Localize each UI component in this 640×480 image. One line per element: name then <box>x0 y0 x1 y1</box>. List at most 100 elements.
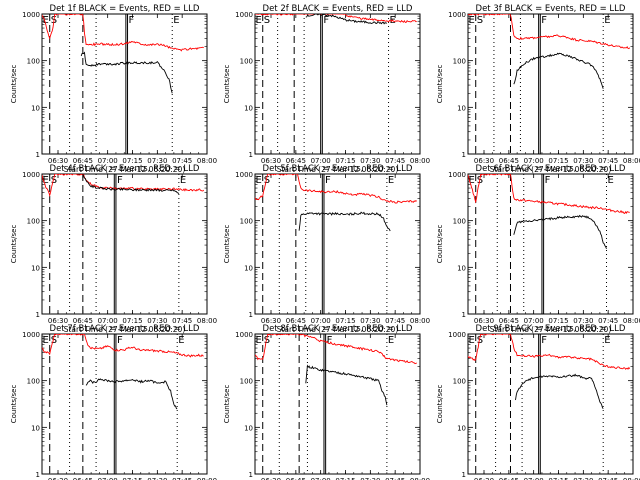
panel-title: Det 8f BLACK = Events, RED = LLD <box>263 324 413 334</box>
x-tick-label: 08:00 <box>623 477 640 480</box>
y-tick-label: 100 <box>27 58 40 66</box>
marker-label: F <box>129 15 135 26</box>
x-tick-label: 06:30 <box>48 157 68 165</box>
x-tick-label: 07:00 <box>524 317 544 325</box>
x-tick-label: 06:45 <box>499 477 519 480</box>
marker-label: E <box>255 175 261 186</box>
marker-label: F <box>327 335 333 346</box>
y-tick-label: 100 <box>240 218 253 226</box>
marker-label: F <box>117 335 123 346</box>
y-tick-label: 100 <box>240 58 253 66</box>
marker-label: S <box>51 175 57 186</box>
x-axis-label: Start Time (27-Mar-12 06:20:20) <box>64 325 186 334</box>
y-tick-label: 10 <box>244 264 253 272</box>
detector-panel-5: Det 5f BLACK = Events, RED = LLD 06:30 06:… <box>223 164 430 334</box>
x-tick-label: 07:00 <box>311 157 331 165</box>
y-axis-label: Counts/sec <box>223 225 231 264</box>
y-tick-label: 1 <box>249 471 253 479</box>
y-tick-label: 10 <box>457 264 466 272</box>
marker-label: E <box>178 335 184 346</box>
x-tick-label: 07:30 <box>147 477 167 480</box>
plot-frame <box>41 173 208 315</box>
x-tick-label: 07:15 <box>122 157 142 165</box>
x-tick-label: 08:00 <box>410 317 430 325</box>
x-tick-label: 07:15 <box>335 477 355 480</box>
x-tick-label: 07:30 <box>360 157 380 165</box>
x-tick-label: 06:30 <box>474 477 494 480</box>
detector-panel-4: Det 4f BLACK = Events, RED = LLD 06:30 06:… <box>10 164 217 334</box>
x-tick-label: 06:30 <box>261 477 281 480</box>
y-tick-label: 100 <box>27 378 40 386</box>
lld-series-line <box>42 14 204 52</box>
marker-label: E <box>468 15 474 26</box>
marker-label: F <box>117 175 123 186</box>
x-tick-label: 07:45 <box>172 317 192 325</box>
x-tick-label: 06:45 <box>286 477 306 480</box>
marker-label: S <box>477 15 483 26</box>
x-tick-label: 06:45 <box>73 477 93 480</box>
x-tick-label: 06:45 <box>286 317 306 325</box>
lld-series-line <box>42 334 204 358</box>
plot-frame <box>467 333 634 475</box>
panel-title: Det 2f BLACK = Events, RED = LLD <box>263 4 413 14</box>
y-axis-label: Counts/sec <box>436 225 444 264</box>
detector-panel-1: Det 1f BLACK = Events, RED = LLD 06:30 06:… <box>10 4 217 174</box>
marker-label: S <box>264 15 270 26</box>
x-tick-label: 07:45 <box>598 477 618 480</box>
y-tick-label: 1 <box>249 151 253 159</box>
y-axis-label: Counts/sec <box>436 65 444 104</box>
y-tick-label: 100 <box>453 378 466 386</box>
plot-frame <box>254 13 421 155</box>
marker-label: F <box>545 175 551 186</box>
y-axis-label: Counts/sec <box>223 65 231 104</box>
plot-frame <box>467 173 634 315</box>
y-tick-label: 10 <box>31 104 40 112</box>
y-tick-label: 1000 <box>235 11 253 19</box>
events-series-line <box>82 174 180 194</box>
y-axis-label: Counts/sec <box>10 385 18 424</box>
x-tick-label: 08:00 <box>197 157 217 165</box>
y-tick-label: 1000 <box>235 331 253 339</box>
x-tick-label: 06:45 <box>499 317 519 325</box>
marker-label: F <box>541 335 547 346</box>
plot-frame <box>41 13 208 155</box>
y-axis-label: Counts/sec <box>10 65 18 104</box>
x-tick-label: 07:00 <box>98 317 118 325</box>
x-tick-label: 07:00 <box>311 477 331 480</box>
x-tick-label: 06:30 <box>474 157 494 165</box>
marker-label: F <box>541 15 547 26</box>
panel-title: Det 1f BLACK = Events, RED = LLD <box>50 4 200 14</box>
y-tick-label: 100 <box>453 218 466 226</box>
marker-label: E <box>42 15 48 26</box>
x-tick-label: 08:00 <box>623 317 640 325</box>
marker-label: E <box>255 335 261 346</box>
marker-label: E <box>388 335 394 346</box>
y-tick-label: 1 <box>462 151 466 159</box>
x-tick-label: 07:45 <box>172 477 192 480</box>
y-axis-label: Counts/sec <box>436 385 444 424</box>
marker-label: E <box>468 335 474 346</box>
x-axis-label: Start Time (27-Mar-12 06:20:20) <box>277 325 399 334</box>
x-tick-label: 07:45 <box>385 157 405 165</box>
x-tick-label: 06:30 <box>261 157 281 165</box>
x-tick-label: 07:30 <box>360 477 380 480</box>
marker-label: E <box>468 175 474 186</box>
events-series-line <box>513 52 604 89</box>
x-tick-label: 07:45 <box>385 317 405 325</box>
panel-title: Det 3f BLACK = Events, RED = LLD <box>476 4 626 14</box>
marker-label: S <box>264 335 270 346</box>
marker-label: E <box>42 335 48 346</box>
y-tick-label: 1 <box>36 151 40 159</box>
x-tick-label: 06:30 <box>48 477 68 480</box>
y-tick-label: 1000 <box>448 171 466 179</box>
y-tick-label: 1000 <box>235 171 253 179</box>
x-tick-label: 06:30 <box>474 317 494 325</box>
detector-panel-6: Det 6f BLACK = Events, RED = LLD 06:30 06:… <box>436 164 640 334</box>
x-tick-label: 08:00 <box>197 477 217 480</box>
y-tick-label: 1 <box>462 311 466 319</box>
y-tick-label: 10 <box>457 424 466 432</box>
y-tick-label: 10 <box>244 104 253 112</box>
marker-label: S <box>51 335 57 346</box>
marker-label: F <box>323 15 329 26</box>
